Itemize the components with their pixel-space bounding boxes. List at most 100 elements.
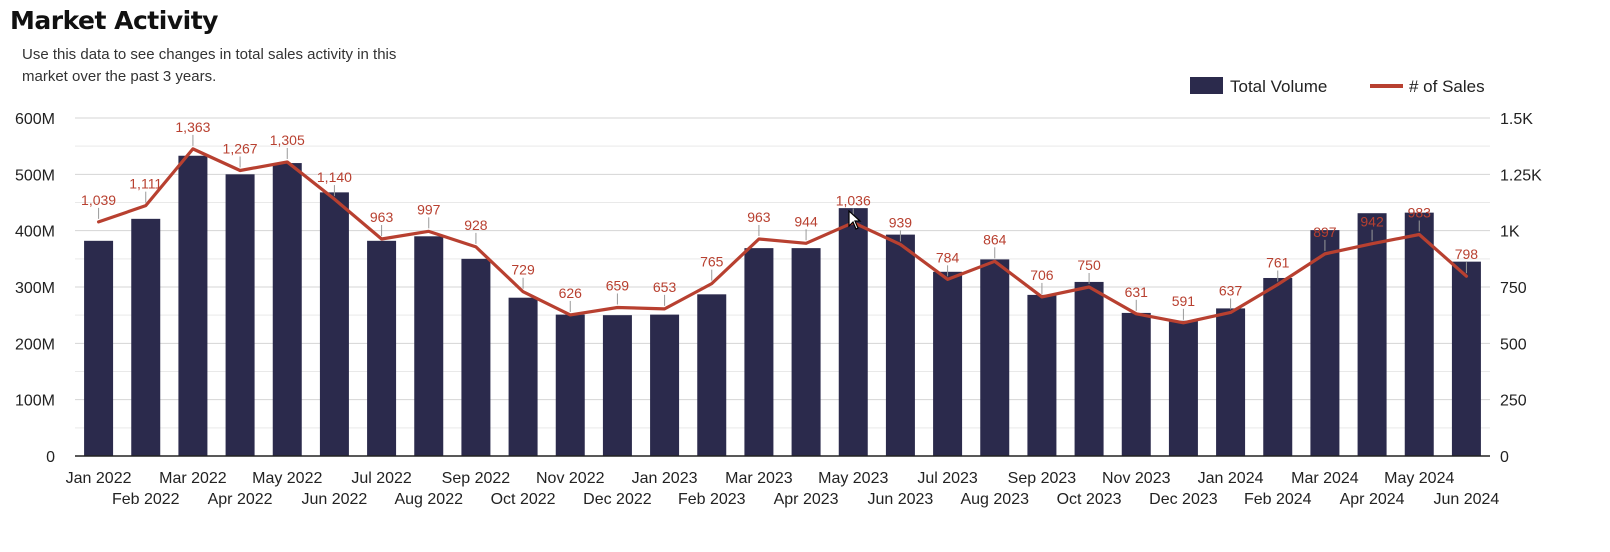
x-tick-label: Jul 2023 (917, 470, 978, 487)
y-right-tick-label: 500 (1500, 336, 1527, 353)
data-label-num-sales: 1,140 (317, 169, 352, 185)
bar-total-volume (225, 174, 255, 457)
x-tick-label: Jan 2023 (632, 470, 698, 487)
bar-total-volume (980, 259, 1010, 456)
y-left-tick-label: 600M (15, 111, 55, 128)
legend-swatch-total-volume (1190, 77, 1223, 94)
bar-total-volume (1074, 281, 1104, 456)
data-label-num-sales: 591 (1172, 293, 1196, 309)
bar-total-volume (933, 271, 963, 456)
bar-total-volume (555, 314, 585, 456)
x-tick-label: May 2024 (1384, 470, 1454, 487)
bar-total-volume (1121, 312, 1151, 456)
data-label-num-sales: 706 (1030, 267, 1054, 283)
data-label-num-sales: 983 (1408, 204, 1432, 220)
bar-total-volume (791, 248, 821, 456)
y-right-tick-label: 750 (1500, 280, 1527, 297)
x-tick-label: Jun 2022 (301, 491, 367, 508)
x-tick-label: Jul 2022 (351, 470, 412, 487)
y-right-tick-label: 1K (1500, 224, 1520, 241)
bar-total-volume (1168, 320, 1198, 456)
data-label-num-sales: 1,305 (270, 132, 305, 148)
data-label-num-sales: 897 (1313, 224, 1337, 240)
data-label-num-sales: 761 (1266, 255, 1290, 271)
x-tick-label: Jun 2023 (867, 491, 933, 508)
data-label-num-sales: 864 (983, 231, 1007, 247)
data-label-num-sales: 637 (1219, 282, 1243, 298)
x-tick-label: Dec 2023 (1149, 491, 1218, 508)
x-tick-label: Apr 2023 (774, 491, 839, 508)
bar-total-volume (1027, 294, 1057, 456)
data-label-num-sales: 750 (1077, 257, 1101, 273)
bar-total-volume (650, 314, 680, 456)
bar-total-volume (744, 248, 774, 456)
legend-label-num-sales: # of Sales (1409, 77, 1485, 96)
x-tick-label: Jan 2022 (66, 470, 132, 487)
bar-total-volume (367, 240, 397, 456)
x-tick-label: Aug 2022 (394, 491, 463, 508)
data-label-num-sales: 653 (653, 279, 677, 295)
bar-total-volume (272, 163, 302, 457)
x-tick-label: Sep 2023 (1008, 470, 1077, 487)
bar-total-volume (1263, 277, 1293, 456)
data-label-num-sales: 1,036 (836, 193, 871, 209)
x-tick-label: Feb 2022 (112, 491, 180, 508)
data-label-num-sales: 729 (511, 262, 535, 278)
bar-total-volume (1451, 261, 1481, 456)
y-right-tick-label: 1.5K (1500, 111, 1533, 128)
x-tick-label: Apr 2022 (208, 491, 273, 508)
mouse-cursor-icon (848, 210, 862, 230)
data-label-num-sales: 928 (464, 217, 488, 233)
data-label-num-sales: 944 (794, 213, 818, 229)
x-tick-label: Jun 2024 (1433, 491, 1499, 508)
data-label-num-sales: 784 (936, 249, 960, 265)
data-label-num-sales: 765 (700, 254, 724, 270)
x-tick-label: Apr 2024 (1340, 491, 1405, 508)
x-tick-label: Dec 2022 (583, 491, 652, 508)
x-tick-label: Nov 2022 (536, 470, 605, 487)
chart-subtitle: Use this data to see changes in total sa… (22, 46, 397, 85)
bar-total-volume (838, 208, 868, 456)
bar-total-volume (131, 218, 161, 456)
bar-total-volume (508, 297, 538, 456)
data-label-num-sales: 659 (606, 278, 630, 294)
legend-label-total-volume: Total Volume (1230, 77, 1327, 96)
bar-total-volume (178, 155, 208, 456)
x-tick-label: Aug 2023 (960, 491, 1029, 508)
x-tick-label: Mar 2023 (725, 470, 793, 487)
line-num-sales (96, 147, 1469, 325)
y-right-tick-label: 1.25K (1500, 167, 1542, 184)
y-left-tick-label: 400M (15, 224, 55, 241)
bar-total-volume (84, 240, 114, 456)
data-label-num-sales: 1,111 (129, 176, 162, 192)
x-tick-label: Mar 2022 (159, 470, 227, 487)
y-right-tick-label: 250 (1500, 393, 1527, 410)
y-left-tick-label: 0 (46, 449, 55, 466)
x-tick-label: May 2023 (818, 470, 888, 487)
bar-total-volume (697, 294, 727, 456)
data-label-num-sales: 939 (889, 214, 913, 230)
y-left-tick-label: 100M (15, 393, 55, 410)
data-label-num-sales: 631 (1125, 284, 1149, 300)
data-label-num-sales: 963 (370, 209, 394, 225)
bar-total-volume (319, 192, 349, 457)
x-tick-label: Sep 2022 (442, 470, 511, 487)
data-label-num-sales: 997 (417, 201, 441, 217)
bar-total-volume (1357, 213, 1387, 456)
bar-total-volume (602, 315, 632, 456)
data-label-num-sales: 963 (747, 209, 771, 225)
data-label-num-sales: 626 (559, 285, 583, 301)
x-tick-label: Oct 2023 (1057, 491, 1122, 508)
x-tick-label: Nov 2023 (1102, 470, 1171, 487)
data-label-num-sales: 798 (1455, 246, 1479, 262)
x-tick-label: Mar 2024 (1291, 470, 1359, 487)
data-label-num-sales: 1,363 (175, 119, 210, 135)
y-right-tick-label: 0 (1500, 449, 1509, 466)
data-label-num-sales: 1,039 (81, 192, 116, 208)
y-left-tick-label: 300M (15, 280, 55, 297)
x-tick-label: Feb 2024 (1244, 491, 1312, 508)
bar-total-volume (414, 236, 444, 456)
x-tick-label: Jan 2024 (1198, 470, 1264, 487)
chart-title: Market Activity (10, 6, 218, 35)
